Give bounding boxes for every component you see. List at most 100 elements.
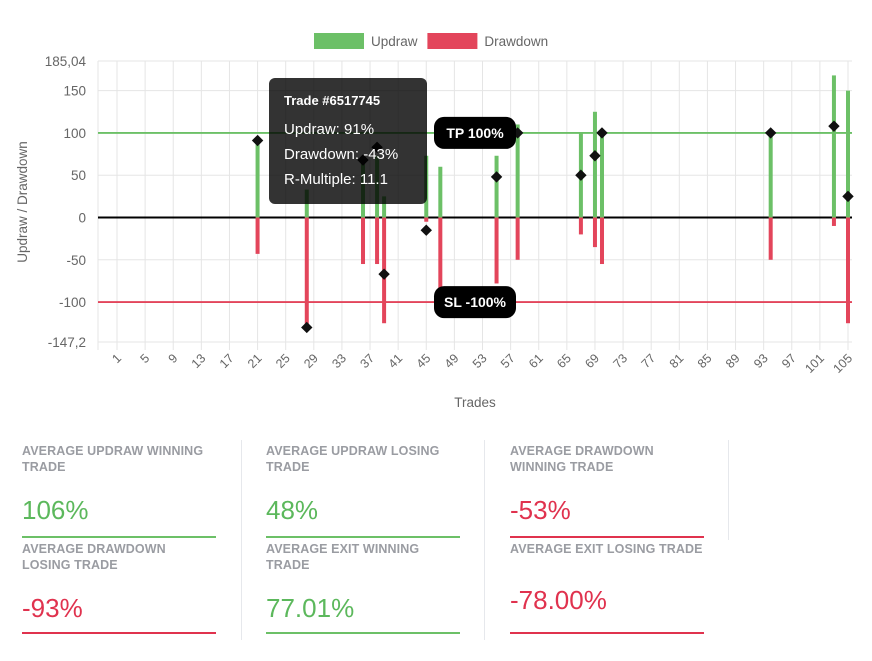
stat-label: AVERAGE DRAWDOWN LOSING TRADE xyxy=(22,542,166,572)
x-tick-label: 101 xyxy=(802,351,827,376)
stat-value: 48% xyxy=(266,495,319,525)
drawdown-bar[interactable] xyxy=(599,217,604,265)
tooltip-title: Trade #6517745 xyxy=(284,93,380,108)
x-tick-label: 9 xyxy=(166,351,181,366)
tooltip-box xyxy=(269,78,427,204)
legend-label: Updraw xyxy=(371,34,418,49)
chart-legend[interactable]: Updraw Drawdown xyxy=(314,33,548,49)
divider xyxy=(484,440,485,640)
stat-label: AVERAGE EXIT WINNING TRADE xyxy=(266,542,420,572)
drawdown-bar[interactable] xyxy=(438,217,443,303)
y-tick-label: 150 xyxy=(63,84,86,99)
stat-underline xyxy=(266,632,460,634)
tooltip-line: Drawdown: -43% xyxy=(284,146,398,163)
stat-label: AVERAGE DRAWDOWN WINNING TRADE xyxy=(510,444,654,474)
x-axis-title: Trades xyxy=(454,395,496,410)
x-tick-label: 89 xyxy=(723,351,743,371)
x-tick-label: 53 xyxy=(470,351,490,371)
x-tick-label: 81 xyxy=(667,351,687,371)
x-tick-label: 25 xyxy=(273,351,293,371)
updraw-bar[interactable] xyxy=(515,124,520,218)
exit-diamond-marker[interactable] xyxy=(589,150,601,162)
updraw-bar[interactable] xyxy=(831,75,836,218)
tooltip: Trade #6517745 Updraw: 91% Drawdown: -43% R… xyxy=(269,78,427,204)
updraw-bar[interactable] xyxy=(438,166,443,218)
exit-diamond-marker[interactable] xyxy=(842,190,854,203)
stat-underline xyxy=(22,632,216,634)
stat-value: -78.00% xyxy=(510,585,607,615)
stat-label: AVERAGE EXIT LOSING TRADE xyxy=(510,542,703,556)
stat-avg-updraw-winning: AVERAGE UPDRAW WINNING TRADE 106% xyxy=(22,443,216,539)
y-tick-label: -50 xyxy=(66,253,86,268)
drawdown-bar[interactable] xyxy=(361,217,366,265)
drawdown-bar[interactable] xyxy=(304,217,309,328)
x-tick-label: 105 xyxy=(830,351,855,376)
x-tick-label: 29 xyxy=(301,351,321,371)
drawdown-bar[interactable] xyxy=(592,217,597,248)
exit-diamond-marker[interactable] xyxy=(251,134,264,147)
drawdown-bar[interactable] xyxy=(846,217,850,324)
updraw-bar[interactable] xyxy=(846,90,850,218)
exit-diamond-marker[interactable] xyxy=(575,169,587,181)
updraw-bar[interactable] xyxy=(768,132,773,218)
exit-diamond-marker[interactable] xyxy=(301,321,313,334)
x-axis-ticks: 1 5 9 13 17 21 25 29 33 37 41 45 49 53 57 61 65 69 73 77 81 8… xyxy=(109,351,855,376)
updraw-bar[interactable] xyxy=(255,140,260,218)
drawdown-bar[interactable] xyxy=(375,217,380,265)
x-tick-label: 97 xyxy=(779,351,799,371)
exit-diamond-marker[interactable] xyxy=(828,120,840,132)
reference-lines xyxy=(98,132,852,303)
reference-labels: TP 100% SL -100% xyxy=(434,116,516,319)
x-tick-label: 93 xyxy=(751,351,771,371)
x-tick-label: 17 xyxy=(217,351,237,371)
reference-label-sl: SL -100% xyxy=(434,286,516,319)
legend-label: Drawdown xyxy=(484,34,548,49)
stat-avg-drawdown-losing: AVERAGE DRAWDOWN LOSING TRADE -93% xyxy=(22,541,216,637)
drawdown-bar[interactable] xyxy=(831,217,836,226)
tooltip-line: Updraw: 91% xyxy=(284,121,374,138)
divider xyxy=(241,440,242,640)
exit-diamond-marker[interactable] xyxy=(378,268,390,280)
x-tick-label: 57 xyxy=(498,351,518,371)
exit-diamond-marker[interactable] xyxy=(596,127,608,139)
reference-label-tp: TP 100% xyxy=(434,116,516,149)
stat-underline xyxy=(22,536,216,538)
x-tick-label: 65 xyxy=(554,351,574,371)
stats-panel: AVERAGE UPDRAW WINNING TRADE 106% AVERAG… xyxy=(0,440,872,661)
drawdown-bar[interactable] xyxy=(494,217,499,284)
x-tick-label: 77 xyxy=(639,351,659,371)
stat-underline xyxy=(266,536,460,538)
exit-diamond-marker[interactable] xyxy=(764,127,777,139)
x-tick-label: 33 xyxy=(329,351,349,371)
updraw-bar[interactable] xyxy=(494,155,499,218)
y-tick-label: -147,2 xyxy=(48,335,86,350)
drawdown-bar[interactable] xyxy=(255,217,260,254)
y-tick-label: 50 xyxy=(71,168,86,183)
x-tick-label: 37 xyxy=(357,351,377,371)
legend-item-drawdown[interactable]: Drawdown xyxy=(427,33,548,49)
exit-diamond-marker[interactable] xyxy=(490,171,503,183)
stat-avg-updraw-losing: AVERAGE UPDRAW LOSING TRADE 48% xyxy=(266,443,460,539)
stat-value: 106% xyxy=(22,495,89,525)
stat-label: AVERAGE UPDRAW LOSING TRADE xyxy=(266,444,440,474)
updraw-bar[interactable] xyxy=(592,111,597,218)
drawdown-bar[interactable] xyxy=(768,217,773,260)
exit-diamond-marker[interactable] xyxy=(420,224,432,236)
x-tick-label: 21 xyxy=(245,351,265,371)
stat-label: AVERAGE UPDRAW WINNING TRADE xyxy=(22,444,204,474)
stat-value: -93% xyxy=(22,593,83,623)
updraw-bar[interactable] xyxy=(382,196,387,218)
legend-item-updraw[interactable]: Updraw xyxy=(314,33,418,49)
x-tick-label: 45 xyxy=(414,351,434,371)
updraw-bar[interactable] xyxy=(599,132,604,218)
y-axis-ticks: 185,04 150 100 50 0 -50 -100 -147,2 xyxy=(45,54,87,350)
drawdown-bar[interactable] xyxy=(515,217,520,260)
drawdown-bar[interactable] xyxy=(424,217,429,222)
stat-underline xyxy=(510,536,704,538)
drawdown-bar[interactable] xyxy=(578,217,583,235)
x-tick-label: 61 xyxy=(526,351,546,371)
svg-text:SL -100%: SL -100% xyxy=(444,294,507,310)
updraw-drawdown-chart[interactable]: Updraw Drawdown 185,04 150 100 50 0 -50 -100 -14… xyxy=(0,0,872,430)
x-tick-label: 73 xyxy=(610,351,630,371)
y-tick-label: 0 xyxy=(78,211,86,226)
